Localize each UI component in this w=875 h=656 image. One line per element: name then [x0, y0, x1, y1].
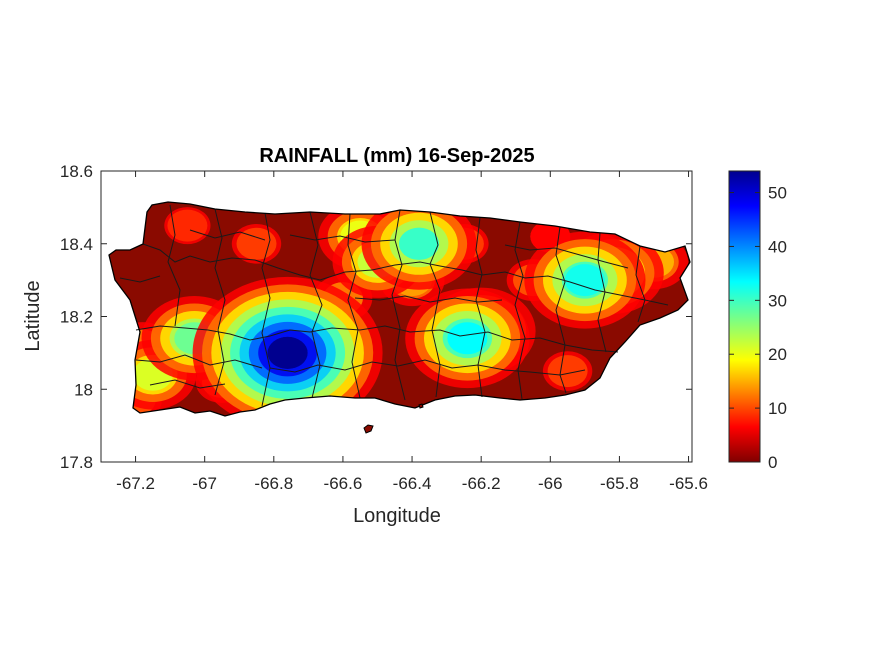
municipality-boundary — [514, 221, 526, 400]
municipality-boundary — [347, 213, 361, 399]
x-axis-label: Longitude — [353, 505, 441, 527]
municipality-boundary — [167, 204, 181, 327]
rainfall-field — [109, 202, 689, 416]
colorbar-tick-label: 10 — [768, 399, 787, 418]
y-tick-label: 18.4 — [60, 235, 93, 254]
municipality-boundary — [149, 379, 226, 389]
rainfall-hotspot-contour — [547, 355, 588, 388]
x-axis-ticks: -67.2 -67 -66.8 -66.6 -66.4 -66.2 -66 -65.8 -65.… — [116, 171, 708, 493]
plot-area: -67.2 -67 -66.8 -66.6 -66.4 -66.2 -66 -65.8 -65.… — [60, 162, 708, 493]
x-tick-label: -66.2 — [462, 474, 501, 493]
x-tick-label: -67.2 — [116, 474, 155, 493]
y-tick-label: 18.2 — [60, 308, 93, 327]
rainfall-hotspot-contour — [167, 209, 208, 242]
x-tick-label: -66 — [538, 474, 563, 493]
rainfall-hotspot-contour — [564, 264, 605, 297]
municipality-boundary — [429, 211, 441, 398]
municipality-boundaries — [119, 204, 669, 407]
island-coastline — [108, 201, 691, 417]
municipality-boundary — [135, 354, 263, 369]
municipality-boundary — [269, 359, 586, 376]
colorbar-gradient — [728, 170, 761, 463]
y-axis-label: Latitude — [22, 280, 44, 351]
x-tick-label: -65.8 — [600, 474, 639, 493]
municipality-boundary — [597, 232, 607, 353]
municipality-boundary — [135, 325, 619, 353]
municipality-boundary — [354, 295, 503, 303]
municipality-boundary — [119, 275, 161, 283]
x-tick-label: -66.8 — [254, 474, 293, 493]
x-tick-label: -65.6 — [669, 474, 708, 493]
rainfall-hotspot-contour — [399, 227, 439, 260]
x-tick-label: -66.6 — [324, 474, 363, 493]
colorbar-tick-label: 40 — [768, 237, 787, 256]
colorbar-tick-label: 50 — [768, 184, 787, 203]
colorbar: 0 10 20 30 40 50 — [728, 170, 787, 472]
caja-de-muertos-island — [363, 424, 374, 434]
desecheo-island-dot — [418, 403, 424, 409]
municipality-boundary — [635, 245, 646, 323]
colorbar-ticks: 0 10 20 30 40 50 — [729, 184, 787, 472]
municipality-boundary — [439, 265, 669, 306]
colorbar-tick-label: 20 — [768, 345, 787, 364]
municipality-boundary — [189, 229, 266, 241]
colorbar-tick-label: 30 — [768, 291, 787, 310]
rainfall-hotspot-contour — [447, 322, 488, 355]
rainfall-hotspot-contour — [267, 336, 308, 369]
y-tick-label: 18.6 — [60, 162, 93, 181]
y-axis-ticks: 17.8 18 18.2 18.4 18.6 — [60, 162, 692, 472]
colorbar-tick-label: 0 — [768, 453, 777, 472]
y-tick-label: 18 — [74, 380, 93, 399]
municipality-boundary — [289, 234, 396, 243]
x-tick-label: -66.4 — [393, 474, 432, 493]
municipality-boundary — [142, 243, 441, 281]
municipality-boundary — [504, 244, 629, 269]
y-tick-label: 17.8 — [60, 453, 93, 472]
chart-title: RAINFALL (mm) 16-Sep-2025 — [259, 145, 534, 167]
x-tick-label: -67 — [192, 474, 217, 493]
